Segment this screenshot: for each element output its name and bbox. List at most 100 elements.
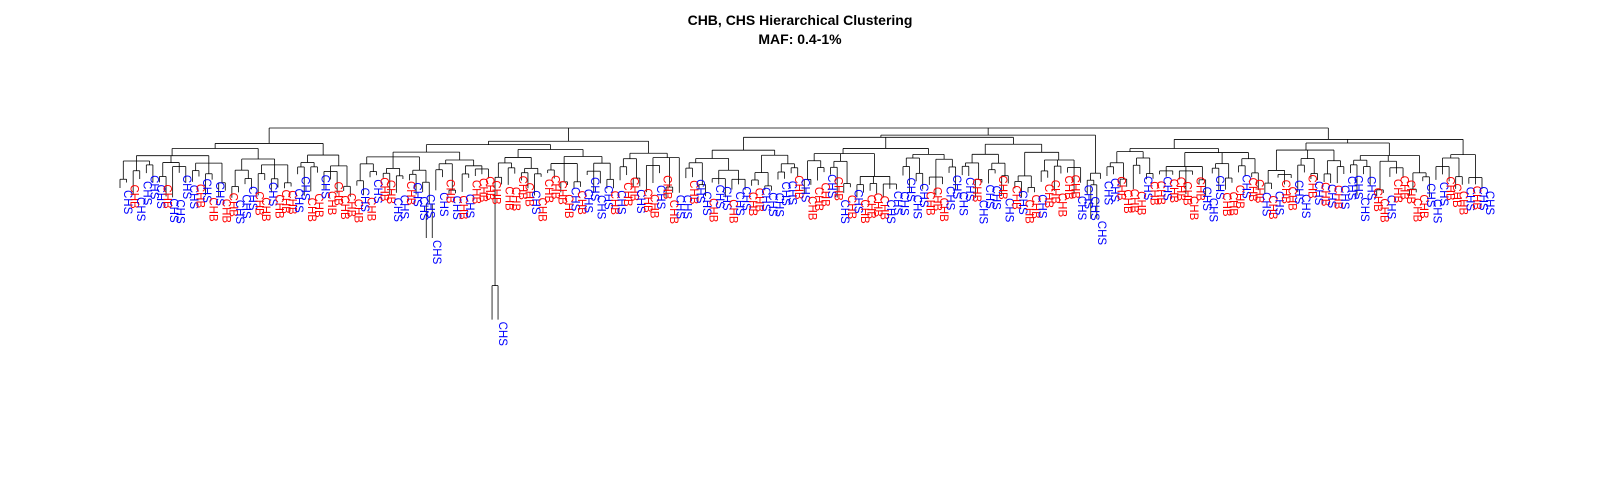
leaf-label-chb: CHB [1055, 193, 1067, 218]
leaf-label-chs: CHS [496, 322, 508, 347]
leaf-label-chs: CHS [1345, 176, 1357, 201]
leaf-label-chs: CHS [1200, 187, 1212, 212]
leaf-label-chb: CHB [542, 179, 554, 204]
leaf-label-chb: CHB [193, 184, 205, 209]
leaf-label-chs: CHS [772, 193, 784, 218]
leaf-label-chb: CHB [128, 184, 140, 209]
leaf-label-chb: CHB [562, 194, 574, 219]
leaf-label-chs: CHS [187, 185, 199, 210]
leaf-label-chb: CHB [483, 176, 495, 201]
leaf-label-chb: CHB [845, 195, 857, 220]
leaf-label-chs: CHS [180, 175, 192, 200]
leaf-label-chb: CHB [858, 199, 870, 224]
leaf-label-chb: CHB [1444, 176, 1456, 201]
leaf-label-chs: CHS [213, 182, 225, 207]
leaf-label-chb: CHB [1167, 179, 1179, 204]
leaf-label-chs: CHS [246, 186, 258, 211]
leaf-label-chs: CHS [450, 196, 462, 221]
leaf-label-chs: CHS [582, 189, 594, 214]
leaf-label-chb: CHB [996, 175, 1008, 200]
leaf-label-chb: CHB [641, 188, 653, 213]
leaf-label-chs: CHS [141, 181, 153, 206]
leaf-label-chs: CHS [417, 196, 429, 221]
leaf-label-chb: CHB [1411, 198, 1423, 223]
leaf-label-chs: CHS [897, 191, 909, 216]
leaf-label-chb: CHB [1068, 175, 1080, 200]
leaf-label-chb: CHB [160, 184, 172, 209]
leaf-label-chs: CHS [1325, 184, 1337, 209]
leaf-label-chs: CHS [779, 181, 791, 206]
leaf-label-chs: CHS [1240, 174, 1252, 199]
leaf-label-chb: CHB [621, 182, 633, 207]
leaf-label-chb: CHB [1226, 192, 1238, 217]
leaf-label-chb: CHB [384, 180, 396, 205]
leaf-label-chs: CHS [1161, 176, 1173, 201]
leaf-label-chb: CHB [1457, 191, 1469, 216]
leaf-label-chs: CHS [766, 192, 778, 217]
leaf-label-chs: CHS [957, 191, 969, 216]
leaf-label-chs: CHS [1312, 181, 1324, 206]
leaf-label-chb: CHB [1417, 194, 1429, 219]
leaf-label-chs: CHS [167, 198, 179, 223]
leaf-label-chb: CHB [878, 196, 890, 221]
leaf-label-chs: CHS [529, 190, 541, 215]
leaf-label-chb: CHB [489, 180, 501, 205]
leaf-label-chs: CHS [358, 188, 370, 213]
leaf-label-chb: CHB [1154, 181, 1166, 206]
leaf-label-chb: CHB [707, 198, 719, 223]
leaf-label-chs: CHS [134, 197, 146, 222]
leaf-label-chb: CHB [661, 175, 673, 200]
leaf-label-chs: CHS [239, 194, 251, 219]
leaf-label-chb: CHB [1147, 181, 1159, 206]
leaf-label-chb: CHB [937, 198, 949, 223]
leaf-label-chs: CHS [200, 178, 212, 203]
leaf-label-chs: CHS [990, 186, 1002, 211]
leaf-label-chb: CHB [404, 181, 416, 206]
leaf-label-chs: CHS [917, 183, 929, 208]
leaf-label-chb: CHB [805, 196, 817, 221]
leaf-label-chb: CHB [351, 199, 363, 224]
leaf-label-chb: CHB [930, 187, 942, 212]
leaf-label-chs: CHS [733, 192, 745, 217]
leaf-label-chs: CHS [674, 195, 686, 220]
leaf-label-chb: CHB [812, 187, 824, 212]
leaf-label-chs: CHS [891, 191, 903, 216]
leaf-label-chb: CHB [555, 181, 567, 206]
leaf-label-chb: CHB [1404, 180, 1416, 205]
leaf-label-chs: CHS [838, 199, 850, 224]
leaf-label-chs: CHS [700, 191, 712, 216]
leaf-label-chb: CHB [1062, 175, 1074, 200]
leaf-label-chb: CHB [1042, 184, 1054, 209]
leaf-label-chs: CHS [943, 186, 955, 211]
leaf-label-chb: CHB [549, 175, 561, 200]
leaf-label-chs: CHS [1463, 187, 1475, 212]
leaf-label-chb: CHB [378, 177, 390, 202]
leaf-label-chs: CHS [1476, 186, 1488, 211]
leaf-label-chs: CHS [1036, 194, 1048, 219]
leaf-label-chs: CHS [424, 194, 436, 219]
leaf-label-chs: CHS [1358, 197, 1370, 222]
leaf-label-chs: CHS [1108, 178, 1120, 203]
leaf-label-chs: CHS [1075, 196, 1087, 221]
leaf-label-chb: CHB [220, 199, 232, 224]
leaf-label-chb: CHB [536, 198, 548, 223]
leaf-label-chs: CHS [1016, 190, 1028, 215]
leaf-label-chs: CHS [904, 177, 916, 202]
leaf-label-chb: CHB [207, 197, 219, 222]
leaf-label-chb: CHB [746, 192, 758, 217]
leaf-label-chb: CHB [364, 197, 376, 222]
leaf-label-chb: CHB [1193, 177, 1205, 202]
leaf-label-chb: CHB [1115, 176, 1127, 201]
leaf-label-chb: CHB [924, 191, 936, 216]
leaf-label-chs: CHS [1259, 192, 1271, 217]
leaf-label-chb: CHB [332, 181, 344, 206]
leaf-label-chb: CHB [1391, 179, 1403, 204]
leaf-label-chb: CHB [272, 194, 284, 219]
leaf-label-chb: CHB [753, 188, 765, 213]
leaf-label-chs: CHS [1207, 198, 1219, 223]
leaf-label-chs: CHS [1437, 182, 1449, 207]
leaf-label-chb: CHB [608, 191, 620, 216]
leaf-label-chb: CHB [1009, 185, 1021, 210]
leaf-label-chs: CHS [759, 187, 771, 212]
